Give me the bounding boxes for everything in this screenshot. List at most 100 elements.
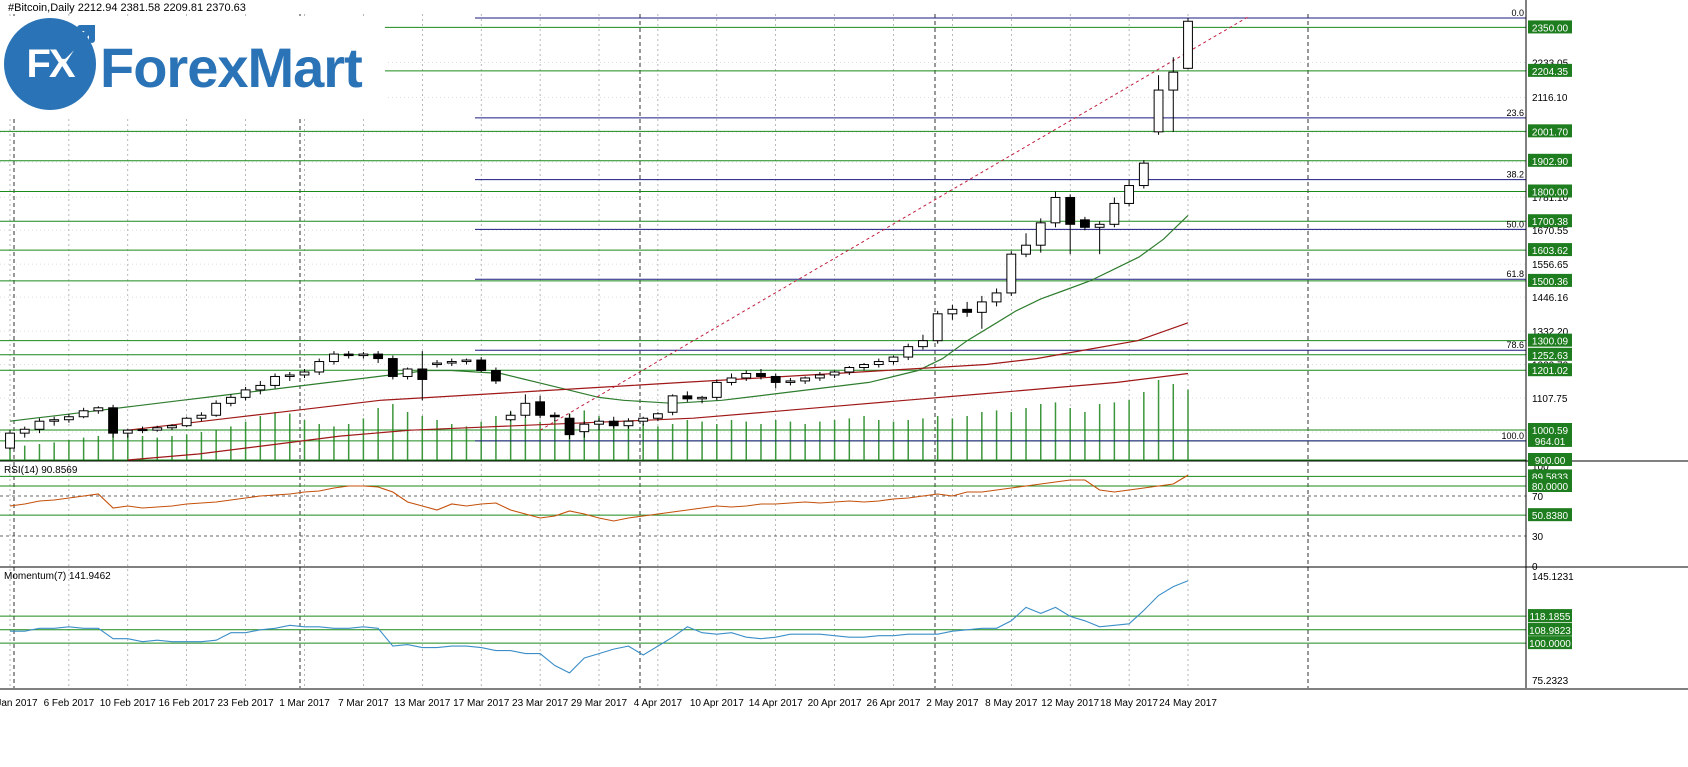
candle-body <box>63 416 74 421</box>
price-level-tag-bg <box>1528 63 1572 77</box>
momentum-level-tag: 118.1855 <box>1528 609 1572 623</box>
candle-body <box>1138 162 1149 187</box>
candle <box>417 351 428 401</box>
time-axis-label: 12 May 2017 <box>1041 698 1099 709</box>
candle-body <box>579 423 590 433</box>
candle <box>34 418 45 434</box>
candle-body <box>1050 196 1061 224</box>
candle <box>711 379 722 401</box>
candle-body <box>78 410 89 418</box>
rsi-level-tag-bg <box>1528 479 1572 492</box>
candle <box>211 400 222 417</box>
momentum-level-tag: 100.0000 <box>1528 636 1572 650</box>
candle-body <box>34 420 45 430</box>
price-level-tag: 1603.62 <box>1528 243 1572 257</box>
candle <box>888 355 899 365</box>
time-axis-label: 4 Apr 2017 <box>634 698 683 709</box>
candle <box>137 426 148 434</box>
candle <box>505 410 516 422</box>
candle-body <box>1168 71 1179 91</box>
candle-body <box>329 353 339 363</box>
candle <box>756 369 766 380</box>
candle <box>770 373 781 389</box>
price-level-tag-text: 1000.59 <box>1532 426 1569 437</box>
momentum-title: Momentum(7) 141.9462 <box>4 571 111 582</box>
candle <box>1138 160 1149 189</box>
candle-body <box>373 353 384 360</box>
candle <box>535 395 546 419</box>
momentum-level-tag-bg <box>1528 622 1572 636</box>
time-axis-label: 16 Feb 2017 <box>159 698 216 709</box>
candle-body <box>225 396 236 404</box>
momentum-level-tag-text: 108.9823 <box>1529 626 1571 637</box>
candle <box>329 351 339 365</box>
candle <box>1080 216 1090 231</box>
candle <box>873 358 884 368</box>
candle-body <box>476 359 487 372</box>
candle <box>726 373 737 386</box>
candle-body <box>402 368 413 377</box>
price-level-tag-bg <box>1528 453 1572 466</box>
candle-body <box>520 402 531 416</box>
candle-body <box>49 419 60 422</box>
fib-level-label: 23.6 <box>1506 108 1524 118</box>
candle <box>19 426 30 438</box>
price-level-tag-text: 900.00 <box>1535 456 1566 467</box>
fib-level-label: 61.8 <box>1506 269 1524 279</box>
price-level-tag-bg <box>1528 273 1572 287</box>
price-level-tag: 1500.36 <box>1528 273 1572 288</box>
candle <box>991 288 1002 307</box>
price-level-tag-bg <box>1528 184 1572 198</box>
candle <box>446 358 457 367</box>
rsi-line <box>9 474 1189 522</box>
rsi-level-tag: 50.8380 <box>1528 508 1572 522</box>
candle-body <box>623 420 634 427</box>
candle-body <box>1006 253 1017 294</box>
chart-header: #Bitcoin,Daily 2212.94 2381.58 2209.81 2… <box>8 2 246 14</box>
candle <box>638 416 649 426</box>
candle-body <box>284 374 295 377</box>
price-level-tag-text: 1902.90 <box>1532 157 1569 168</box>
forexmart-logo: FX ForexMart <box>0 16 385 118</box>
candle <box>358 352 369 359</box>
price-level-tag-bg <box>1528 333 1572 347</box>
candle <box>284 371 295 381</box>
candle <box>476 357 487 372</box>
candle-body <box>137 429 148 432</box>
price-level-tag-text: 2204.35 <box>1532 67 1569 78</box>
candle <box>1094 221 1105 255</box>
candle-body <box>299 371 310 376</box>
candle <box>270 373 280 389</box>
price-level-tag-bg <box>1528 422 1572 436</box>
price-axis-label: 1332.20 <box>1532 327 1569 338</box>
price-level-tag: 1201.02 <box>1528 363 1572 377</box>
candle <box>814 371 825 381</box>
candle-body <box>255 384 266 391</box>
candle <box>549 412 560 422</box>
price-level-tag: 964.01 <box>1528 433 1572 448</box>
price-level-tag-text: 1252.63 <box>1532 351 1569 362</box>
price-level-tag-text: 2350.00 <box>1532 23 1569 34</box>
candle <box>800 376 811 384</box>
candle-body <box>535 401 546 416</box>
time-axis-label: 29 Mar 2017 <box>571 698 628 709</box>
candle-body <box>122 429 133 434</box>
logo-arrow-icon <box>61 25 95 59</box>
candle-body <box>343 353 354 357</box>
candle-body <box>314 361 325 373</box>
candle-body <box>1183 20 1193 69</box>
price-level-tag: 1902.90 <box>1528 153 1572 168</box>
candle-body <box>726 377 737 383</box>
price-axis-label: 2233.05 <box>1532 58 1569 69</box>
price-level-tag: 1800.00 <box>1528 184 1572 199</box>
candle-body <box>697 396 707 400</box>
candle <box>520 394 531 419</box>
candle <box>373 351 384 364</box>
momentum-level-tag-text: 100.0000 <box>1529 639 1571 650</box>
candle <box>240 386 251 401</box>
candle <box>387 355 398 380</box>
price-level-tag-text: 964.01 <box>1535 437 1566 448</box>
